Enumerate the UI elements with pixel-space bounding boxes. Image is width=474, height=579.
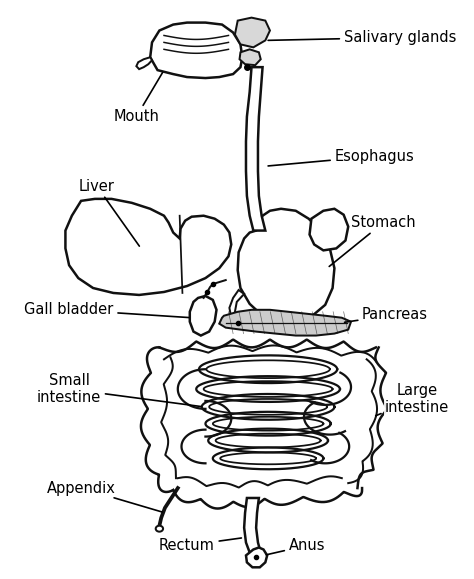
Text: Stomach: Stomach bbox=[329, 215, 416, 266]
Text: Anus: Anus bbox=[266, 538, 325, 555]
Polygon shape bbox=[244, 498, 261, 552]
Text: Appendix: Appendix bbox=[46, 481, 162, 512]
Polygon shape bbox=[65, 199, 231, 295]
Polygon shape bbox=[237, 209, 335, 322]
Polygon shape bbox=[190, 296, 217, 336]
Text: Liver: Liver bbox=[79, 178, 139, 246]
Text: Pancreas: Pancreas bbox=[345, 307, 428, 323]
Ellipse shape bbox=[164, 352, 367, 496]
Polygon shape bbox=[150, 23, 242, 78]
Polygon shape bbox=[137, 57, 152, 69]
Text: Rectum: Rectum bbox=[159, 538, 241, 553]
Polygon shape bbox=[239, 49, 261, 65]
Polygon shape bbox=[310, 209, 348, 250]
Polygon shape bbox=[246, 67, 265, 230]
Text: Gall bladder: Gall bladder bbox=[25, 302, 189, 317]
Ellipse shape bbox=[155, 526, 163, 532]
Polygon shape bbox=[246, 548, 267, 567]
Text: Esophagus: Esophagus bbox=[268, 149, 414, 166]
Text: Mouth: Mouth bbox=[113, 72, 163, 124]
Text: Large
intestine: Large intestine bbox=[376, 383, 449, 416]
Polygon shape bbox=[235, 17, 270, 47]
Polygon shape bbox=[219, 310, 351, 336]
Text: Small
intestine: Small intestine bbox=[37, 373, 201, 406]
Text: Salivary glands: Salivary glands bbox=[268, 30, 456, 45]
Polygon shape bbox=[229, 290, 246, 329]
